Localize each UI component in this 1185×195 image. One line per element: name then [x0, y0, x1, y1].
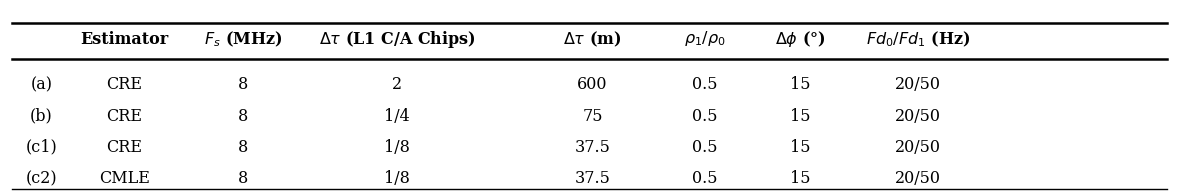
Text: 8: 8 [238, 170, 248, 187]
Text: 15: 15 [789, 139, 811, 156]
Text: 20/50: 20/50 [896, 107, 941, 125]
Text: (b): (b) [30, 107, 53, 125]
Text: 8: 8 [238, 76, 248, 93]
Text: 15: 15 [789, 107, 811, 125]
Text: 2: 2 [392, 76, 402, 93]
Text: 8: 8 [238, 107, 248, 125]
Text: $\Delta\tau$ (L1 C/A Chips): $\Delta\tau$ (L1 C/A Chips) [319, 28, 475, 50]
Text: 0.5: 0.5 [692, 139, 718, 156]
Text: $\Delta\tau$ (m): $\Delta\tau$ (m) [563, 29, 622, 49]
Text: 15: 15 [789, 170, 811, 187]
Text: 37.5: 37.5 [575, 139, 610, 156]
Text: (a): (a) [31, 76, 52, 93]
Text: 20/50: 20/50 [896, 139, 941, 156]
Text: 1/4: 1/4 [384, 107, 410, 125]
Text: CRE: CRE [107, 139, 142, 156]
Text: $\rho_1/\rho_0$: $\rho_1/\rho_0$ [684, 29, 726, 49]
Text: Estimator: Estimator [81, 30, 168, 48]
Text: 0.5: 0.5 [692, 170, 718, 187]
Text: 20/50: 20/50 [896, 76, 941, 93]
Text: 20/50: 20/50 [896, 170, 941, 187]
Text: $Fd_0/Fd_1$ (Hz): $Fd_0/Fd_1$ (Hz) [866, 29, 971, 49]
Text: 1/8: 1/8 [384, 139, 410, 156]
Text: 0.5: 0.5 [692, 76, 718, 93]
Text: CRE: CRE [107, 76, 142, 93]
Text: 1/8: 1/8 [384, 170, 410, 187]
Text: $F_s$ (MHz): $F_s$ (MHz) [204, 29, 282, 49]
Text: 75: 75 [582, 107, 603, 125]
Text: 8: 8 [238, 139, 248, 156]
Text: 15: 15 [789, 76, 811, 93]
Text: (c1): (c1) [26, 139, 57, 156]
Text: 0.5: 0.5 [692, 107, 718, 125]
Text: CRE: CRE [107, 107, 142, 125]
Text: 600: 600 [577, 76, 608, 93]
Text: (c2): (c2) [26, 170, 57, 187]
Text: $\Delta\phi$ (°): $\Delta\phi$ (°) [775, 29, 825, 49]
Text: 37.5: 37.5 [575, 170, 610, 187]
Text: CMLE: CMLE [100, 170, 149, 187]
